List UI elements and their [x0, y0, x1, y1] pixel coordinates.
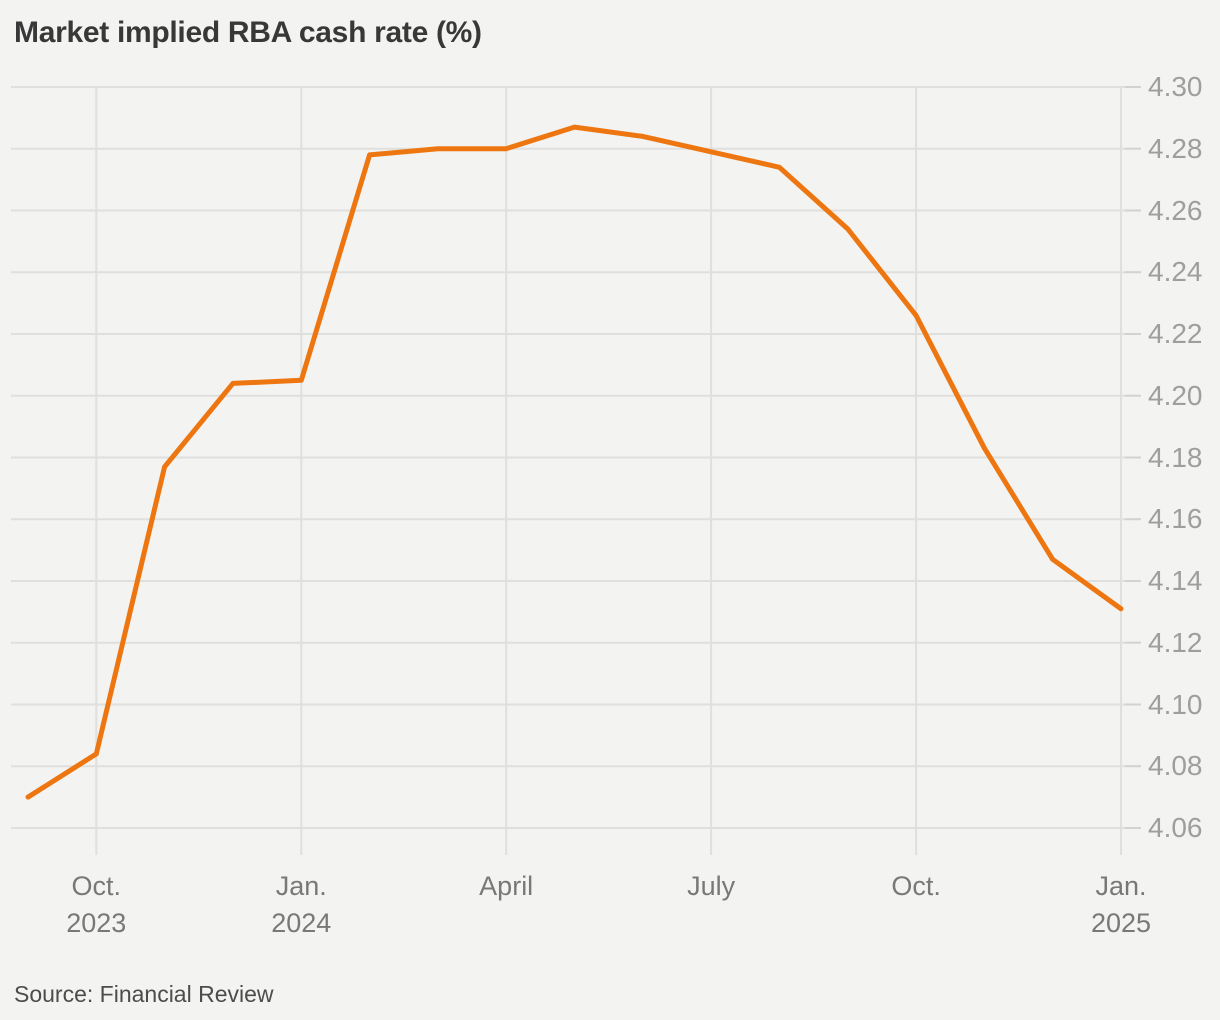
x-axis-label: April [426, 868, 586, 905]
x-axis-label: Oct. [836, 868, 996, 905]
x-axis-label: Jan. 2025 [1041, 868, 1201, 942]
y-axis-label: 4.16 [1148, 503, 1203, 535]
y-axis-label: 4.20 [1148, 379, 1203, 411]
source-caption: Source: Financial Review [14, 981, 274, 1007]
y-axis-label: 4.10 [1148, 688, 1203, 720]
y-axis-label: 4.22 [1148, 318, 1203, 349]
cash-rate-line [25, 124, 1124, 800]
x-axis-label-line: July [687, 871, 736, 901]
x-axis-label-line: Jan. [275, 871, 327, 901]
x-axis-label-line: April [479, 871, 534, 901]
x-axis-label-line: 2024 [271, 908, 332, 938]
y-axis-label: 4.12 [1148, 626, 1203, 658]
y-axis-label: 4.06 [1148, 812, 1203, 843]
chart-title: Market implied RBA cash rate (%) [14, 16, 482, 49]
y-axis-label: 4.30 [1148, 71, 1203, 102]
y-axis-label: 4.18 [1148, 441, 1203, 473]
x-axis-label: Jan. 2024 [221, 868, 381, 942]
x-axis-label: Oct. 2023 [16, 868, 176, 942]
y-axis-label: 4.08 [1148, 750, 1203, 782]
y-axis-label: 4.24 [1148, 256, 1203, 288]
x-axis-label: July [631, 868, 791, 905]
y-axis-label: 4.14 [1148, 565, 1203, 596]
x-axis-label-line: Jan. [1095, 871, 1147, 901]
x-axis-label-line: 2023 [66, 908, 127, 938]
x-axis-label-line: 2025 [1090, 908, 1152, 938]
y-axis-label: 4.28 [1148, 132, 1203, 164]
x-axis-label-line: Oct. [891, 871, 941, 901]
y-axis-label: 4.26 [1148, 194, 1203, 226]
x-axis-label-line: Oct. [71, 871, 122, 901]
